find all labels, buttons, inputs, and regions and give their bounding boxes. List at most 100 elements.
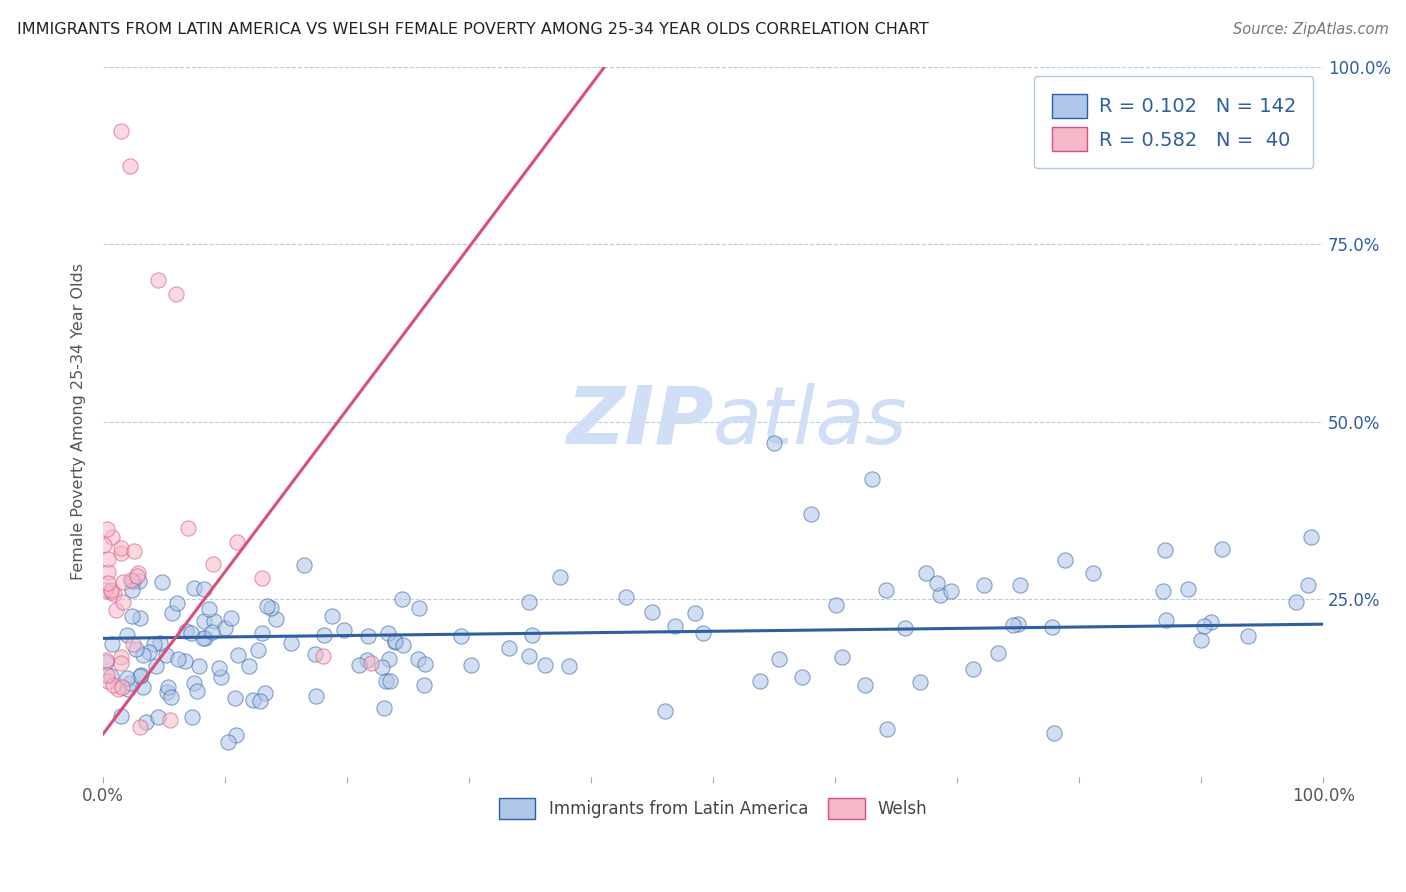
Text: atlas: atlas [713,383,908,461]
Text: ZIP: ZIP [565,383,713,461]
Point [224,690,246,705]
Point [408,600,430,615]
Point [876,722,898,736]
Point [127,566,149,580]
Point [226,648,249,662]
Point [304,647,326,661]
Point [311,649,333,664]
Point [460,658,482,673]
Point [860,471,883,485]
Point [209,670,232,684]
Point [201,557,224,571]
Point [333,623,356,637]
Point [1007,617,1029,632]
Point [225,728,247,742]
Point [97,576,120,591]
Point [110,708,132,723]
Point [193,582,215,596]
Point [94,582,117,597]
Point [156,685,179,699]
Point [450,629,472,643]
Point [159,690,181,705]
Point [157,681,180,695]
Point [384,635,406,649]
Point [128,720,150,734]
Point [1296,577,1319,591]
Point [186,684,208,698]
Point [112,594,135,608]
Point [183,581,205,595]
Point [107,682,129,697]
Point [517,595,540,609]
Point [110,123,132,137]
Point [128,574,150,589]
Point [149,636,172,650]
Point [197,601,219,615]
Point [111,680,134,694]
Point [378,652,401,666]
Point [183,675,205,690]
Point [558,658,581,673]
Point [370,659,392,673]
Point [177,521,200,535]
Point [280,636,302,650]
Point [180,625,202,640]
Point [391,592,413,607]
Point [377,626,399,640]
Point [253,686,276,700]
Point [110,657,132,671]
Point [138,645,160,659]
Point [103,587,125,601]
Point [135,715,157,730]
Point [129,611,152,625]
Point [1285,594,1308,608]
Point [413,657,436,672]
Point [97,551,120,566]
Point [1054,553,1077,567]
Point [96,667,118,681]
Point [252,626,274,640]
Point [152,574,174,589]
Point [1154,613,1177,627]
Point [853,678,876,692]
Point [132,648,155,662]
Point [1299,530,1322,544]
Point [825,598,848,612]
Point [1192,619,1215,633]
Point [413,678,436,692]
Point [121,608,143,623]
Point [929,588,952,602]
Point [219,611,242,625]
Point [800,507,823,521]
Point [188,659,211,673]
Point [121,573,143,587]
Point [131,680,153,694]
Point [894,621,917,635]
Point [908,674,931,689]
Point [242,693,264,707]
Point [112,575,135,590]
Point [763,436,786,450]
Point [246,643,269,657]
Text: IMMIGRANTS FROM LATIN AMERICA VS WELSH FEMALE POVERTY AMONG 25-34 YEAR OLDS CORR: IMMIGRANTS FROM LATIN AMERICA VS WELSH F… [17,22,928,37]
Point [533,658,555,673]
Point [129,667,152,681]
Point [193,614,215,628]
Point [165,286,187,301]
Point [100,669,122,683]
Point [97,674,120,689]
Point [256,599,278,614]
Point [155,648,177,663]
Point [347,657,370,672]
Point [214,621,236,635]
Point [520,627,543,641]
Point [226,535,249,549]
Point [167,652,190,666]
Point [143,637,166,651]
Point [162,606,184,620]
Point [122,544,145,558]
Point [641,605,664,619]
Point [375,673,398,688]
Point [915,566,938,581]
Point [159,713,181,727]
